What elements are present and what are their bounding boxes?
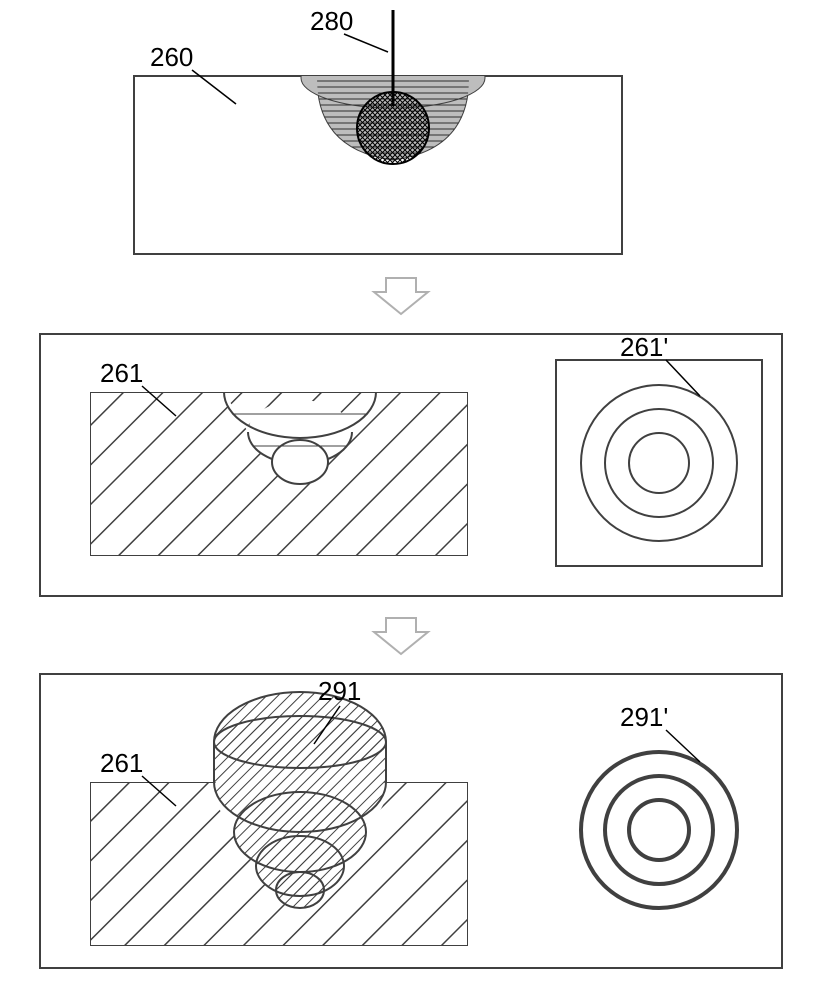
label-261p: 261': [620, 332, 668, 362]
cavity-tier3: [272, 440, 328, 484]
diagram-svg: 280 260 261 261' 291 261 291': [0, 0, 823, 1000]
figure-page: 280 260 261 261' 291 261 291': [0, 0, 823, 1000]
plan-rect: [556, 360, 762, 566]
panel2-side: [90, 392, 468, 556]
label-291p: 291': [620, 702, 668, 732]
label-261-b: 261: [100, 748, 143, 778]
panel-2: [40, 334, 782, 596]
label-261: 261: [100, 358, 143, 388]
panel-1: [134, 10, 622, 254]
arrow-2: [374, 618, 428, 654]
label-291: 291: [318, 676, 361, 706]
panel2-plan: [556, 360, 762, 566]
panel-3: [40, 674, 782, 968]
label-260: 260: [150, 42, 193, 72]
arrow-1: [374, 278, 428, 314]
label-280: 280: [310, 6, 353, 36]
